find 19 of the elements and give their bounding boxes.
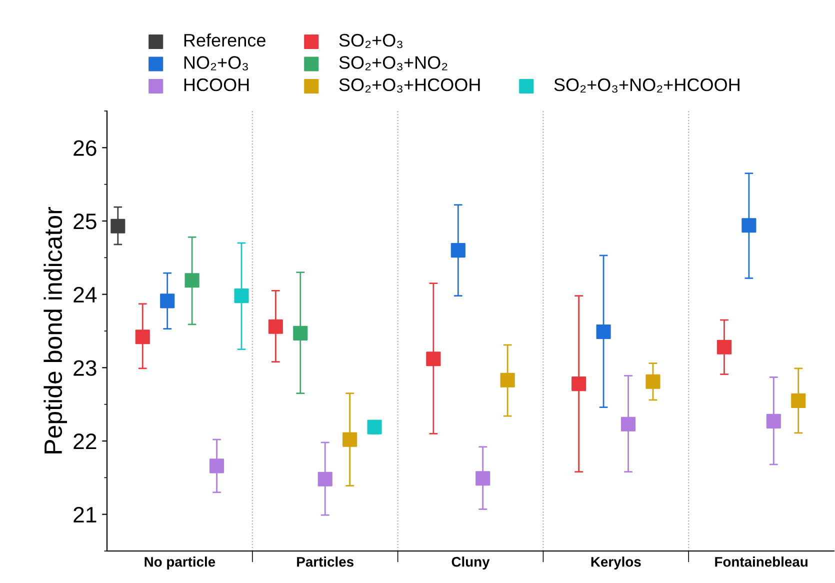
y-tick-label: 25 [74, 214, 96, 230]
y-tick-label: 26 [74, 140, 96, 156]
y-tick-label: 22 [74, 434, 96, 450]
x-tick-label: Kerylos [591, 556, 641, 570]
legend-label: SO₂+O₃ [339, 34, 402, 48]
y-tick-label: 24 [74, 286, 97, 302]
legend-label: NO₂+O₃ [184, 56, 248, 70]
legend-label: Reference [184, 33, 266, 47]
y-tick-label: 21 [74, 506, 96, 522]
legend-label: SO₂+O₃+NO₂+HCOOH [554, 78, 740, 93]
x-tick-label: Fontainebleau [715, 556, 808, 567]
legend-label: SO₂+O₃+HCOOH [339, 78, 480, 93]
legend-label: HCOOH [184, 78, 249, 92]
legend-label: SO₂+O₃+NO₂ [339, 56, 448, 70]
x-tick-label: Particles [297, 556, 354, 567]
x-tick-label: Cluny [452, 556, 490, 570]
y-tick-label: 23 [74, 360, 96, 376]
y-axis-title: Peptide bond indicator [44, 207, 68, 454]
x-tick-label: No particle [144, 556, 216, 570]
